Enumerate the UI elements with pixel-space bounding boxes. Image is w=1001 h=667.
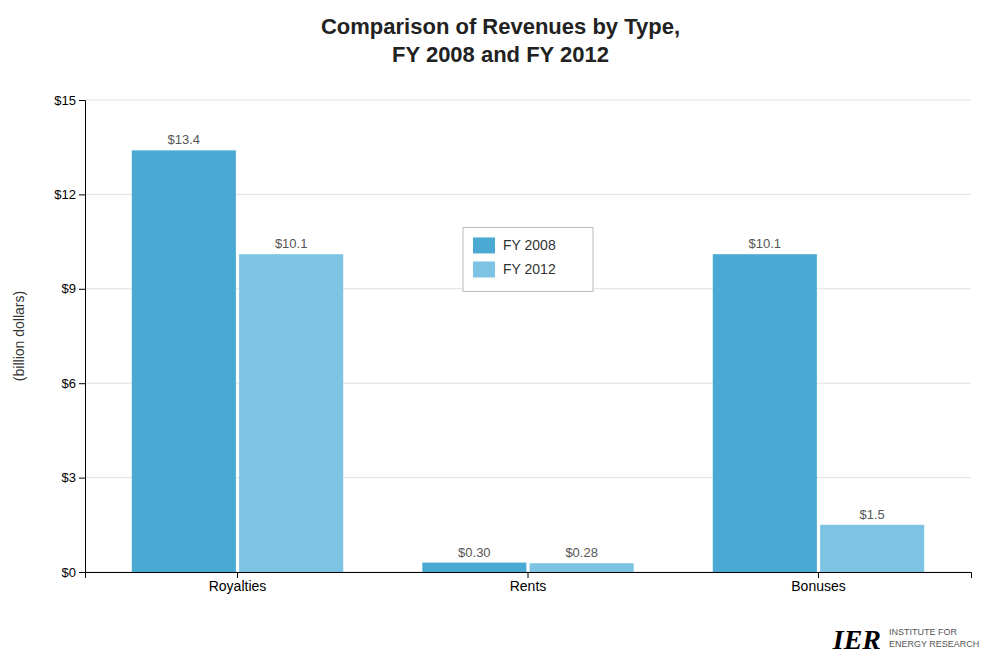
bar bbox=[530, 563, 634, 572]
y-tick-label: $0 bbox=[62, 565, 76, 580]
bar bbox=[713, 254, 817, 572]
x-tick: Rents bbox=[510, 572, 547, 594]
grid bbox=[85, 100, 971, 572]
legend: FY 2008 FY 2012 bbox=[463, 227, 593, 291]
x-tick-label: Royalties bbox=[209, 578, 267, 594]
y-tick: $15 bbox=[54, 93, 85, 108]
data-label: $0.28 bbox=[565, 545, 598, 560]
y-axis: $0 $3 $6 $9 $12 $15 bbox=[54, 93, 85, 580]
logo-text-line: ENERGY RESEARCH bbox=[889, 639, 979, 649]
y-tick: $6 bbox=[62, 376, 85, 391]
data-label: $10.1 bbox=[749, 236, 782, 251]
annotations: IER INSTITUTE FOR ENERGY RESEARCH bbox=[832, 624, 980, 655]
legend-label: FY 2012 bbox=[503, 261, 556, 277]
logo-mark: IER bbox=[832, 624, 881, 655]
y-tick-label: $12 bbox=[54, 187, 76, 202]
y-tick-mark bbox=[79, 194, 85, 195]
legend-swatch bbox=[473, 237, 495, 253]
bars bbox=[132, 150, 924, 572]
y-tick-label: $15 bbox=[54, 93, 76, 108]
data-labels: $13.4 $0.30 $10.1 $10.1 $0.28 $1.5 bbox=[168, 132, 885, 560]
data-label: $10.1 bbox=[275, 236, 308, 251]
legend-label: FY 2008 bbox=[503, 237, 556, 253]
x-tick-label: Bonuses bbox=[791, 578, 845, 594]
y-tick: $9 bbox=[62, 281, 85, 296]
y-tick: $0 bbox=[62, 565, 85, 580]
y-tick-mark bbox=[79, 572, 85, 573]
title: Comparison of Revenues by Type, FY 2008 a… bbox=[321, 14, 680, 67]
y-tick-mark bbox=[79, 478, 85, 479]
legend-swatch bbox=[473, 261, 495, 277]
y-tick: $3 bbox=[62, 470, 85, 485]
y-tick-label: $3 bbox=[62, 470, 76, 485]
legend-item: FY 2008 bbox=[473, 237, 556, 253]
x-tick: Royalties bbox=[209, 572, 267, 594]
bar bbox=[820, 525, 924, 572]
x-tick: Bonuses bbox=[791, 572, 845, 594]
y-tick-mark bbox=[79, 383, 85, 384]
y-tick-label: $6 bbox=[62, 376, 76, 391]
plot: $13.4 $0.30 $10.1 $10.1 $0.28 $1.5 $0 $3 $6 $9 $12… bbox=[54, 93, 971, 594]
logo-text: INSTITUTE FOR ENERGY RESEARCH bbox=[889, 627, 979, 649]
y-axis-line bbox=[79, 101, 86, 573]
bar bbox=[422, 563, 526, 572]
legend-box bbox=[463, 227, 593, 291]
title-line: FY 2008 and FY 2012 bbox=[392, 42, 609, 67]
title-line: Comparison of Revenues by Type, bbox=[321, 14, 680, 39]
y-tick-label: $9 bbox=[62, 281, 76, 296]
bar bbox=[132, 150, 236, 572]
y-tick-mark bbox=[79, 100, 85, 101]
legend-item: FY 2012 bbox=[473, 261, 556, 277]
logo-text-line: INSTITUTE FOR bbox=[889, 627, 957, 637]
data-label: $1.5 bbox=[859, 507, 884, 522]
y-tick-mark bbox=[79, 289, 85, 290]
data-label: $0.30 bbox=[458, 545, 491, 560]
grid-line bbox=[85, 100, 971, 101]
x-axis: Royalties Rents Bonuses bbox=[86, 572, 972, 594]
y-axis-title: (billion dollars) bbox=[11, 291, 27, 381]
x-tick-label: Rents bbox=[510, 578, 547, 594]
data-label: $13.4 bbox=[168, 132, 201, 147]
chart: Comparison of Revenues by Type, FY 2008 a… bbox=[0, 0, 1001, 667]
bar bbox=[239, 254, 343, 572]
y-tick: $12 bbox=[54, 187, 85, 202]
